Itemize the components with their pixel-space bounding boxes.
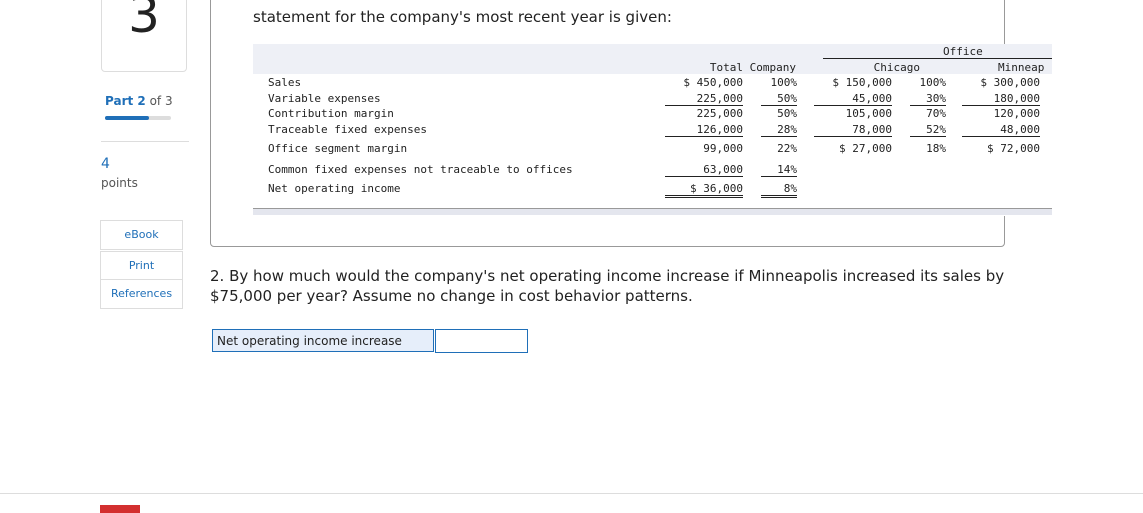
question-frame (101, 0, 187, 72)
table-cell: 100% (770, 76, 798, 89)
row-label: Office segment margin (268, 142, 408, 155)
footer-line (0, 493, 1143, 494)
table-cell: 70% (926, 107, 946, 120)
points: 4 (101, 156, 110, 172)
table-cell: 52% (910, 123, 946, 137)
logo (100, 505, 140, 513)
row-label: Contribution margin (268, 107, 394, 120)
row-label: Common fixed expenses not traceable to o… (268, 163, 573, 176)
answer-label: Net operating income increase (212, 329, 434, 352)
table-cell: $ 27,000 (839, 142, 892, 155)
table-cell: 105,000 (845, 107, 892, 120)
table-cell: $ 150,000 (832, 76, 892, 89)
table-cell: 8% (761, 182, 797, 198)
separator (101, 141, 189, 142)
table-cell: 14% (761, 163, 797, 177)
row-label: Sales (268, 76, 302, 89)
income-statement: Office Total Company Chicago Minneap Sales $ … (253, 44, 1052, 216)
question-number: 3 (128, 0, 160, 44)
table-cell: 100% (919, 76, 947, 89)
part: Part 2 (105, 94, 146, 108)
sidebar-button[interactable]: Print (100, 251, 183, 281)
question-text: 2. By how much would the company's net o… (210, 267, 1005, 305)
header-band (253, 44, 1052, 74)
table-cell: 126,000 (665, 123, 743, 137)
table-cell: $ 36,000 (665, 182, 743, 198)
sidebar-button[interactable]: eBook (100, 220, 183, 250)
progress-fill (105, 116, 149, 120)
table-cell: $ 300,000 (980, 76, 1040, 89)
table-cell: 50% (761, 92, 797, 106)
row-label: Net operating income (268, 182, 401, 195)
table-cell: 45,000 (814, 92, 892, 106)
sidebar-button[interactable]: References (100, 279, 183, 309)
part-of: of 3 (149, 94, 173, 108)
table-cell: $ 72,000 (987, 142, 1040, 155)
column-header: Chicago (873, 61, 920, 74)
table-cell: 50% (777, 107, 797, 120)
progress-bar (105, 116, 171, 120)
table-cell: 99,000 (703, 142, 743, 155)
table-cell: 48,000 (962, 123, 1040, 137)
table-cell: 180,000 (962, 92, 1040, 106)
table-cell: 78,000 (814, 123, 892, 137)
row-label: Traceable fixed expenses (268, 123, 427, 136)
table-cell: 22% (777, 142, 797, 155)
column-header: Total Company (709, 61, 796, 74)
table-cell: 225,000 (696, 107, 743, 120)
group-rule (823, 58, 1052, 59)
table-cell: $ 450,000 (683, 76, 743, 89)
table-cell: 225,000 (665, 92, 743, 106)
part-indicator: Part 2 of 3 (105, 94, 173, 108)
table-cell: 63,000 (665, 163, 743, 177)
table-cell: 30% (910, 92, 946, 106)
table-cell: 28% (761, 123, 797, 137)
row-label: Variable expenses (268, 92, 381, 105)
points-label: points (101, 176, 138, 190)
column-header: Minneap (998, 61, 1045, 74)
table-cell: 18% (926, 142, 946, 155)
intro-text: statement for the company's most recent … (253, 8, 672, 26)
table-cell: 120,000 (993, 107, 1040, 120)
table-footer (253, 208, 1052, 215)
answer-input[interactable] (435, 329, 528, 353)
group-header: Office (943, 45, 983, 58)
